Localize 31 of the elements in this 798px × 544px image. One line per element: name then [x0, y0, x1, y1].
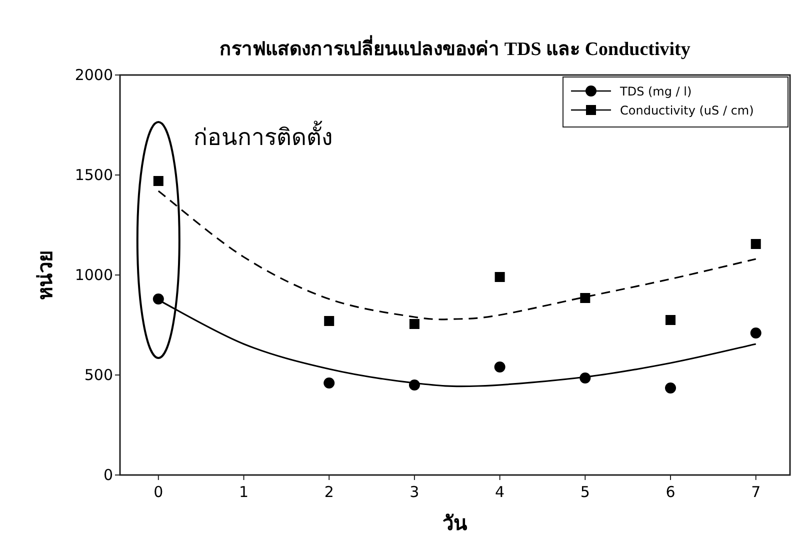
- point: [152, 294, 164, 304]
- point: [409, 319, 420, 329]
- point: [580, 293, 590, 303]
- point: [494, 272, 505, 282]
- y-tick-label: 1000: [74, 266, 113, 284]
- y-tick-label: 1500: [74, 166, 113, 184]
- annotation: ก่อนการติดตั้ง: [193, 121, 332, 151]
- x-tick-label: 3: [410, 483, 420, 501]
- x-tick-label: 5: [580, 483, 590, 501]
- legend-label: TDS (mg / l): [619, 84, 692, 98]
- x-axis-title: วัน: [442, 513, 468, 535]
- y-tick-label: 2000: [74, 66, 113, 84]
- x-tick-label: 7: [751, 483, 761, 501]
- x-tick-label: 6: [666, 483, 676, 501]
- point: [153, 176, 164, 186]
- point: [666, 315, 676, 325]
- point: [665, 382, 676, 394]
- y-axis-title: หน่วย: [35, 250, 57, 300]
- point: [750, 239, 761, 249]
- point: [750, 328, 762, 338]
- y-tick-label: 500: [84, 366, 113, 384]
- point: [324, 316, 334, 326]
- x-tick-label: 2: [324, 483, 334, 501]
- point: [324, 378, 335, 388]
- chart-title: กราฟแสดงการเปลี่ยนแปลงของค่า TDS และ Conductivity: [220, 35, 691, 60]
- y-tick-label: 0: [103, 466, 113, 484]
- x-tick-label: 1: [238, 483, 249, 501]
- legend-label: Conductivity (uS / cm): [620, 104, 754, 118]
- point: [494, 362, 506, 372]
- x-tick-label: 0: [154, 483, 164, 501]
- x-tick-label: 4: [495, 483, 505, 501]
